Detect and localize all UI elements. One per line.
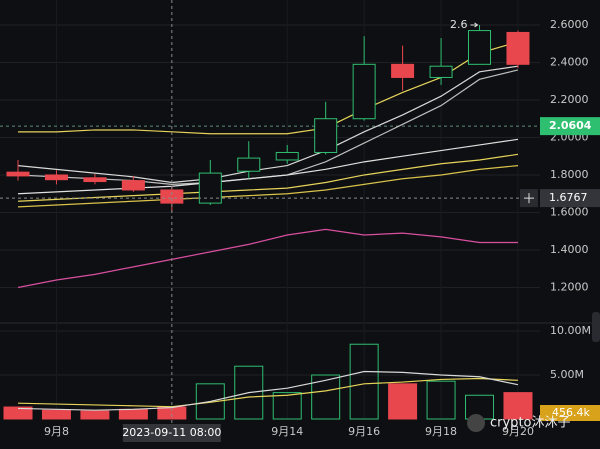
candle-body: [83, 177, 107, 183]
watermark-icon: [467, 414, 485, 432]
volume-bar: [503, 392, 533, 420]
y-tick-label: 1.6000: [550, 205, 589, 218]
max-arrow: [470, 22, 479, 28]
candle-body: [6, 171, 30, 177]
candle-body: [44, 174, 68, 181]
x-tick-label: 9月16: [348, 425, 380, 438]
candle-body: [429, 65, 453, 78]
price-label-box: [540, 117, 600, 136]
max-label: 2.6: [450, 18, 468, 31]
volume-bar: [195, 383, 225, 420]
crosshair-x-box: [122, 424, 221, 442]
ma-line: [17, 65, 519, 184]
volume-label: 456.4k: [552, 406, 590, 419]
x-tick-label: 9月14: [271, 425, 303, 438]
y-tick-label: 1.8000: [550, 168, 589, 181]
crosshair-y-label: 1.6767: [549, 191, 588, 204]
y-tick-label: 10.00M: [550, 324, 591, 337]
pane-handle[interactable]: [592, 312, 600, 342]
y-tick-label: 1.2000: [550, 280, 589, 293]
x-tick-label: 9月20: [502, 425, 534, 438]
crosshair-y-box: [540, 189, 600, 208]
volume-bar: [311, 374, 341, 420]
y-tick-label: 1.4000: [550, 243, 589, 256]
volume-ma-line: [17, 377, 519, 408]
crosshair-plus[interactable]: [524, 193, 534, 204]
candle-body: [391, 63, 415, 78]
x-tick-label: 9月18: [425, 425, 457, 438]
y-tick-label: 5.00M: [550, 368, 584, 381]
candle-body: [121, 180, 145, 191]
volume-label-box: [540, 405, 600, 421]
volume-ma-line: [17, 370, 519, 411]
x-tick-label: 9月8: [44, 425, 69, 438]
candle-body: [275, 151, 299, 161]
volume-bar: [80, 410, 110, 420]
volume-bar: [349, 343, 379, 420]
y-tick-label: 2.6000: [550, 18, 589, 31]
volume-bar: [41, 409, 71, 420]
volume-bar: [3, 406, 33, 420]
ma-line: [17, 228, 518, 289]
y-tick-label: 2.2000: [550, 93, 589, 106]
candle-body: [314, 118, 338, 153]
ma-line: [18, 41, 519, 135]
ma-line: [17, 138, 519, 195]
ma-line: [17, 164, 519, 208]
crosshair-x-label: 2023-09-11 08:00: [122, 426, 221, 439]
candle-body: [198, 172, 222, 204]
y-tick-label: 2.4000: [550, 55, 589, 68]
ma-line: [17, 153, 519, 202]
candle-body: [468, 30, 492, 65]
volume-bar: [426, 380, 456, 420]
volume-bar: [118, 408, 148, 420]
candle-body: [506, 31, 530, 65]
price-label: 2.0604: [549, 119, 592, 132]
watermark: crypto沐沐子: [490, 416, 571, 431]
candle-body: [160, 189, 184, 204]
volume-bar: [388, 383, 418, 420]
candle-body: [237, 157, 261, 172]
candle-body: [352, 63, 376, 120]
volume-bar: [272, 392, 302, 420]
volume-bar: [234, 365, 264, 420]
